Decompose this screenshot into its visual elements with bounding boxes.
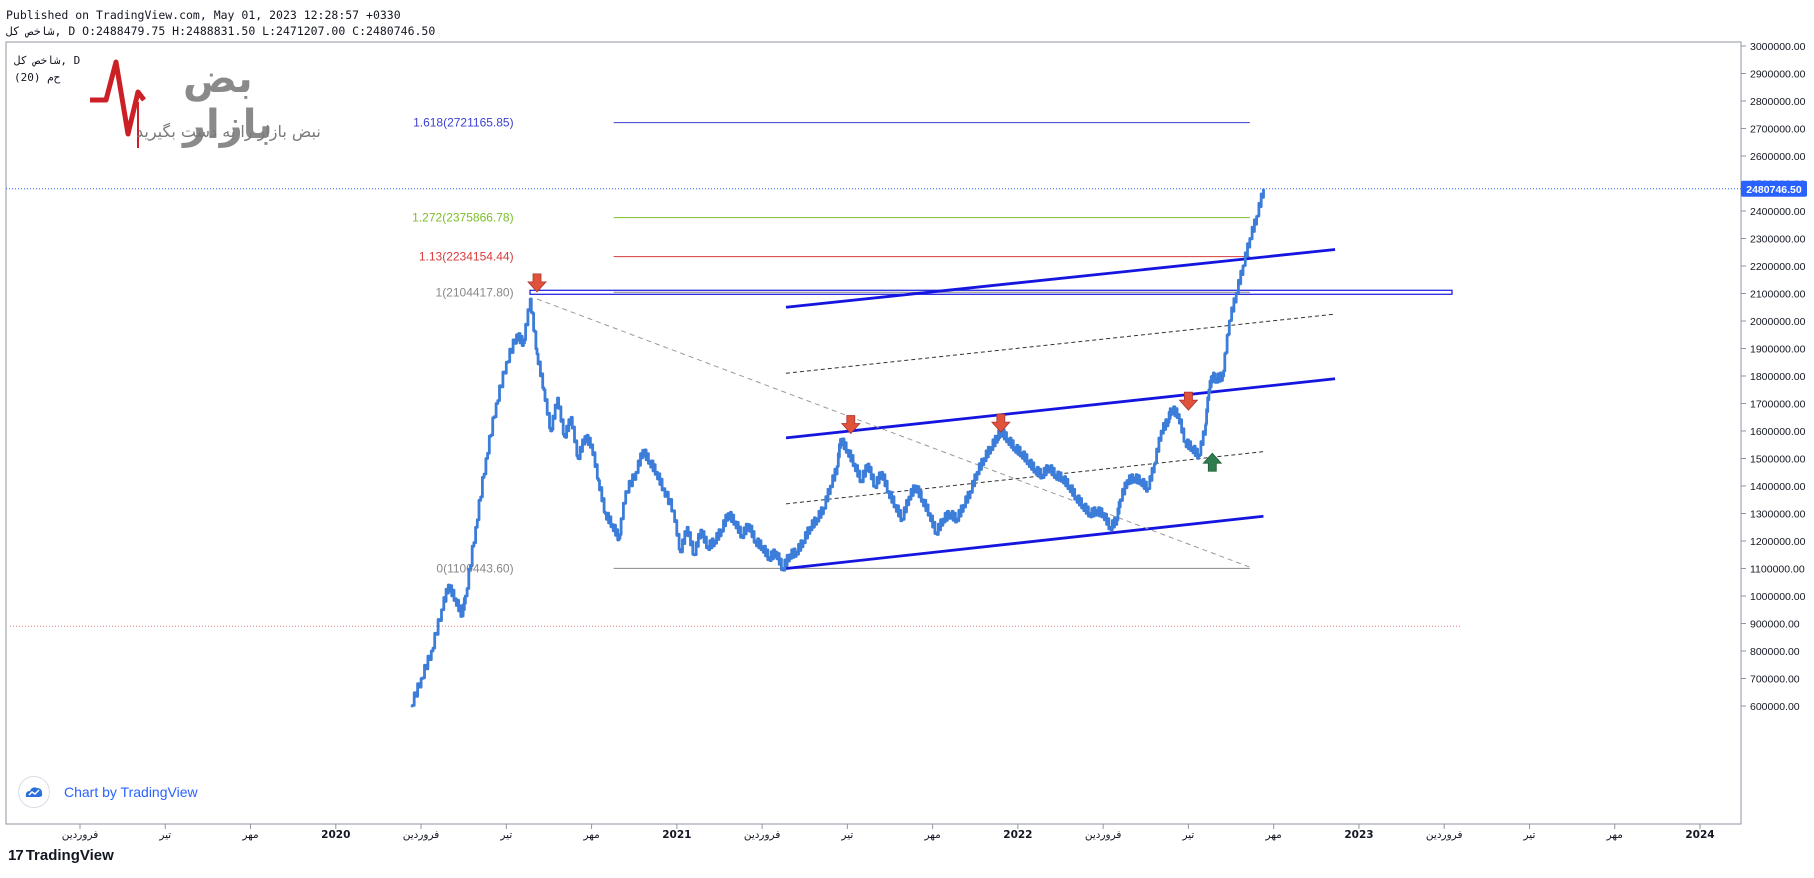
- watermark-title: بض بازار: [183, 56, 273, 148]
- time-tick-label: تیر: [158, 829, 171, 841]
- channel-line: [785, 248, 1336, 309]
- trend-channels[interactable]: [536, 248, 1336, 570]
- channel-line: [785, 514, 1264, 570]
- chart-credit[interactable]: Chart by TradingView: [18, 776, 198, 808]
- tradingview-logo[interactable]: 17 TradingView: [8, 847, 114, 864]
- ma-label: ح‌م (20): [14, 71, 61, 84]
- price-tick-label: 2600000.00: [1750, 151, 1806, 163]
- price-tick-label: 700000.00: [1750, 674, 1800, 686]
- fib-level-label: 1.272(2375866.78): [412, 211, 513, 225]
- time-tick-label: 2020: [321, 829, 350, 841]
- time-tick-label: فروردین: [403, 829, 440, 841]
- price-tick-label: 2200000.00: [1750, 261, 1806, 273]
- price-tick-label: 1400000.00: [1750, 481, 1806, 493]
- time-tick-label: مهر: [923, 829, 940, 841]
- channel-midline: [785, 313, 1336, 374]
- time-tick-label: فروردین: [744, 829, 781, 841]
- price-series: [410, 188, 1265, 708]
- arrow-down-icon: [527, 273, 547, 293]
- time-tick-label: تیر: [499, 829, 512, 841]
- price-tick-label: 900000.00: [1750, 619, 1800, 631]
- arrow-down-icon: [840, 415, 861, 435]
- symbol-label: شاخص کل, D: [14, 54, 81, 67]
- time-tick-label: 2024: [1685, 829, 1714, 841]
- ohlc-readout: شاخص کل, D O:2488479.75 H:2488831.50 L:2…: [6, 24, 436, 38]
- last-price-marker: 2480746.50: [6, 180, 1807, 197]
- price-tick-label: 1800000.00: [1750, 371, 1806, 383]
- time-tick-label: فروردین: [1426, 829, 1463, 841]
- fib-level-label: 1.13(2234154.44): [419, 250, 514, 264]
- price-line: [410, 188, 1265, 708]
- price-tick-label: 1300000.00: [1750, 509, 1806, 521]
- time-tick-label: تیر: [1523, 829, 1536, 841]
- fib-level-label: 1.618(2721165.85): [413, 116, 514, 130]
- fibonacci-levels[interactable]: 1.618(2721165.85) 1.272(2375866.78) 1.13(2…: [10, 116, 1460, 627]
- price-tick-label: 2900000.00: [1750, 69, 1806, 81]
- last-price-tag: [1741, 180, 1807, 197]
- price-tick-label: 2400000.00: [1750, 206, 1806, 218]
- tradingview-cloud-icon[interactable]: [18, 776, 50, 808]
- time-tick-label: فروردین: [62, 829, 99, 841]
- chart-frame: [5, 41, 1742, 825]
- price-tick-label: 1900000.00: [1750, 344, 1806, 356]
- last-price-label: 2480746.50: [1746, 184, 1802, 196]
- time-tick-label: مهر: [582, 829, 599, 841]
- arrow-down-icon: [1178, 391, 1199, 411]
- price-tick-label: 600000.00: [1750, 701, 1800, 713]
- tradingview-logo-text: TradingView: [25, 847, 114, 864]
- time-tick-label: 2022: [1003, 829, 1032, 841]
- chart-credit-link[interactable]: Chart by TradingView: [64, 784, 198, 800]
- arrow-down-icon: [990, 413, 1011, 433]
- price-tick-label: 2800000.00: [1750, 96, 1806, 108]
- time-tick-label: فروردین: [1085, 829, 1122, 841]
- price-tick-label: 2100000.00: [1750, 289, 1806, 301]
- arrow-up-icon: [1202, 452, 1223, 472]
- watermark: بض بازار نبض بازار را به دست بگیرید: [88, 52, 328, 152]
- price-tick-label: 1700000.00: [1750, 399, 1806, 411]
- price-tick-label: 2000000.00: [1750, 316, 1806, 328]
- price-tick-label: 800000.00: [1750, 646, 1800, 658]
- price-tick-label: 2700000.00: [1750, 124, 1806, 136]
- price-tick-label: 2300000.00: [1750, 234, 1806, 246]
- price-tick-label: 1200000.00: [1750, 536, 1806, 548]
- watermark-slogan: نبض بازار را به دست بگیرید: [136, 122, 321, 141]
- price-tick-label: 1000000.00: [1750, 591, 1806, 603]
- diagonal-guide: [536, 298, 1250, 568]
- time-tick-label: تیر: [840, 829, 853, 841]
- time-tick-label: مهر: [1265, 829, 1282, 841]
- pulse-logo-icon: [90, 59, 146, 148]
- time-axis[interactable]: فروردین تیر مهر 2020 فروردین تیر مهر 2021 فروردی…: [62, 824, 1715, 841]
- price-tick-label: 3000000.00: [1750, 41, 1806, 53]
- channel-midline: [785, 451, 1264, 505]
- time-tick-label: مهر: [241, 829, 258, 841]
- price-tick-label: 1100000.00: [1750, 564, 1805, 576]
- channel-line: [785, 377, 1336, 440]
- time-tick-label: 2021: [662, 829, 691, 841]
- symbol-legend: شاخص کل, D ح‌م (20): [14, 52, 80, 86]
- fib-level-label: 0(1100443.60): [436, 561, 513, 575]
- resistance-box: [529, 289, 1453, 295]
- time-tick-label: مهر: [1606, 829, 1623, 841]
- time-tick-label: تیر: [1181, 829, 1194, 841]
- published-info: Published on TradingView.com, May 01, 20…: [6, 8, 401, 22]
- signal-arrows: [527, 273, 1223, 472]
- price-tick-label: 1500000.00: [1750, 454, 1806, 466]
- tradingview-mark-icon: 17: [8, 847, 24, 864]
- fib-level-label: 1(2104417.80): [436, 285, 514, 299]
- price-axis[interactable]: 3000000.00 2900000.00 2800000.00 2700000.00…: [1741, 41, 1806, 713]
- price-tick-label: 1600000.00: [1750, 426, 1806, 438]
- time-tick-label: 2023: [1344, 829, 1373, 841]
